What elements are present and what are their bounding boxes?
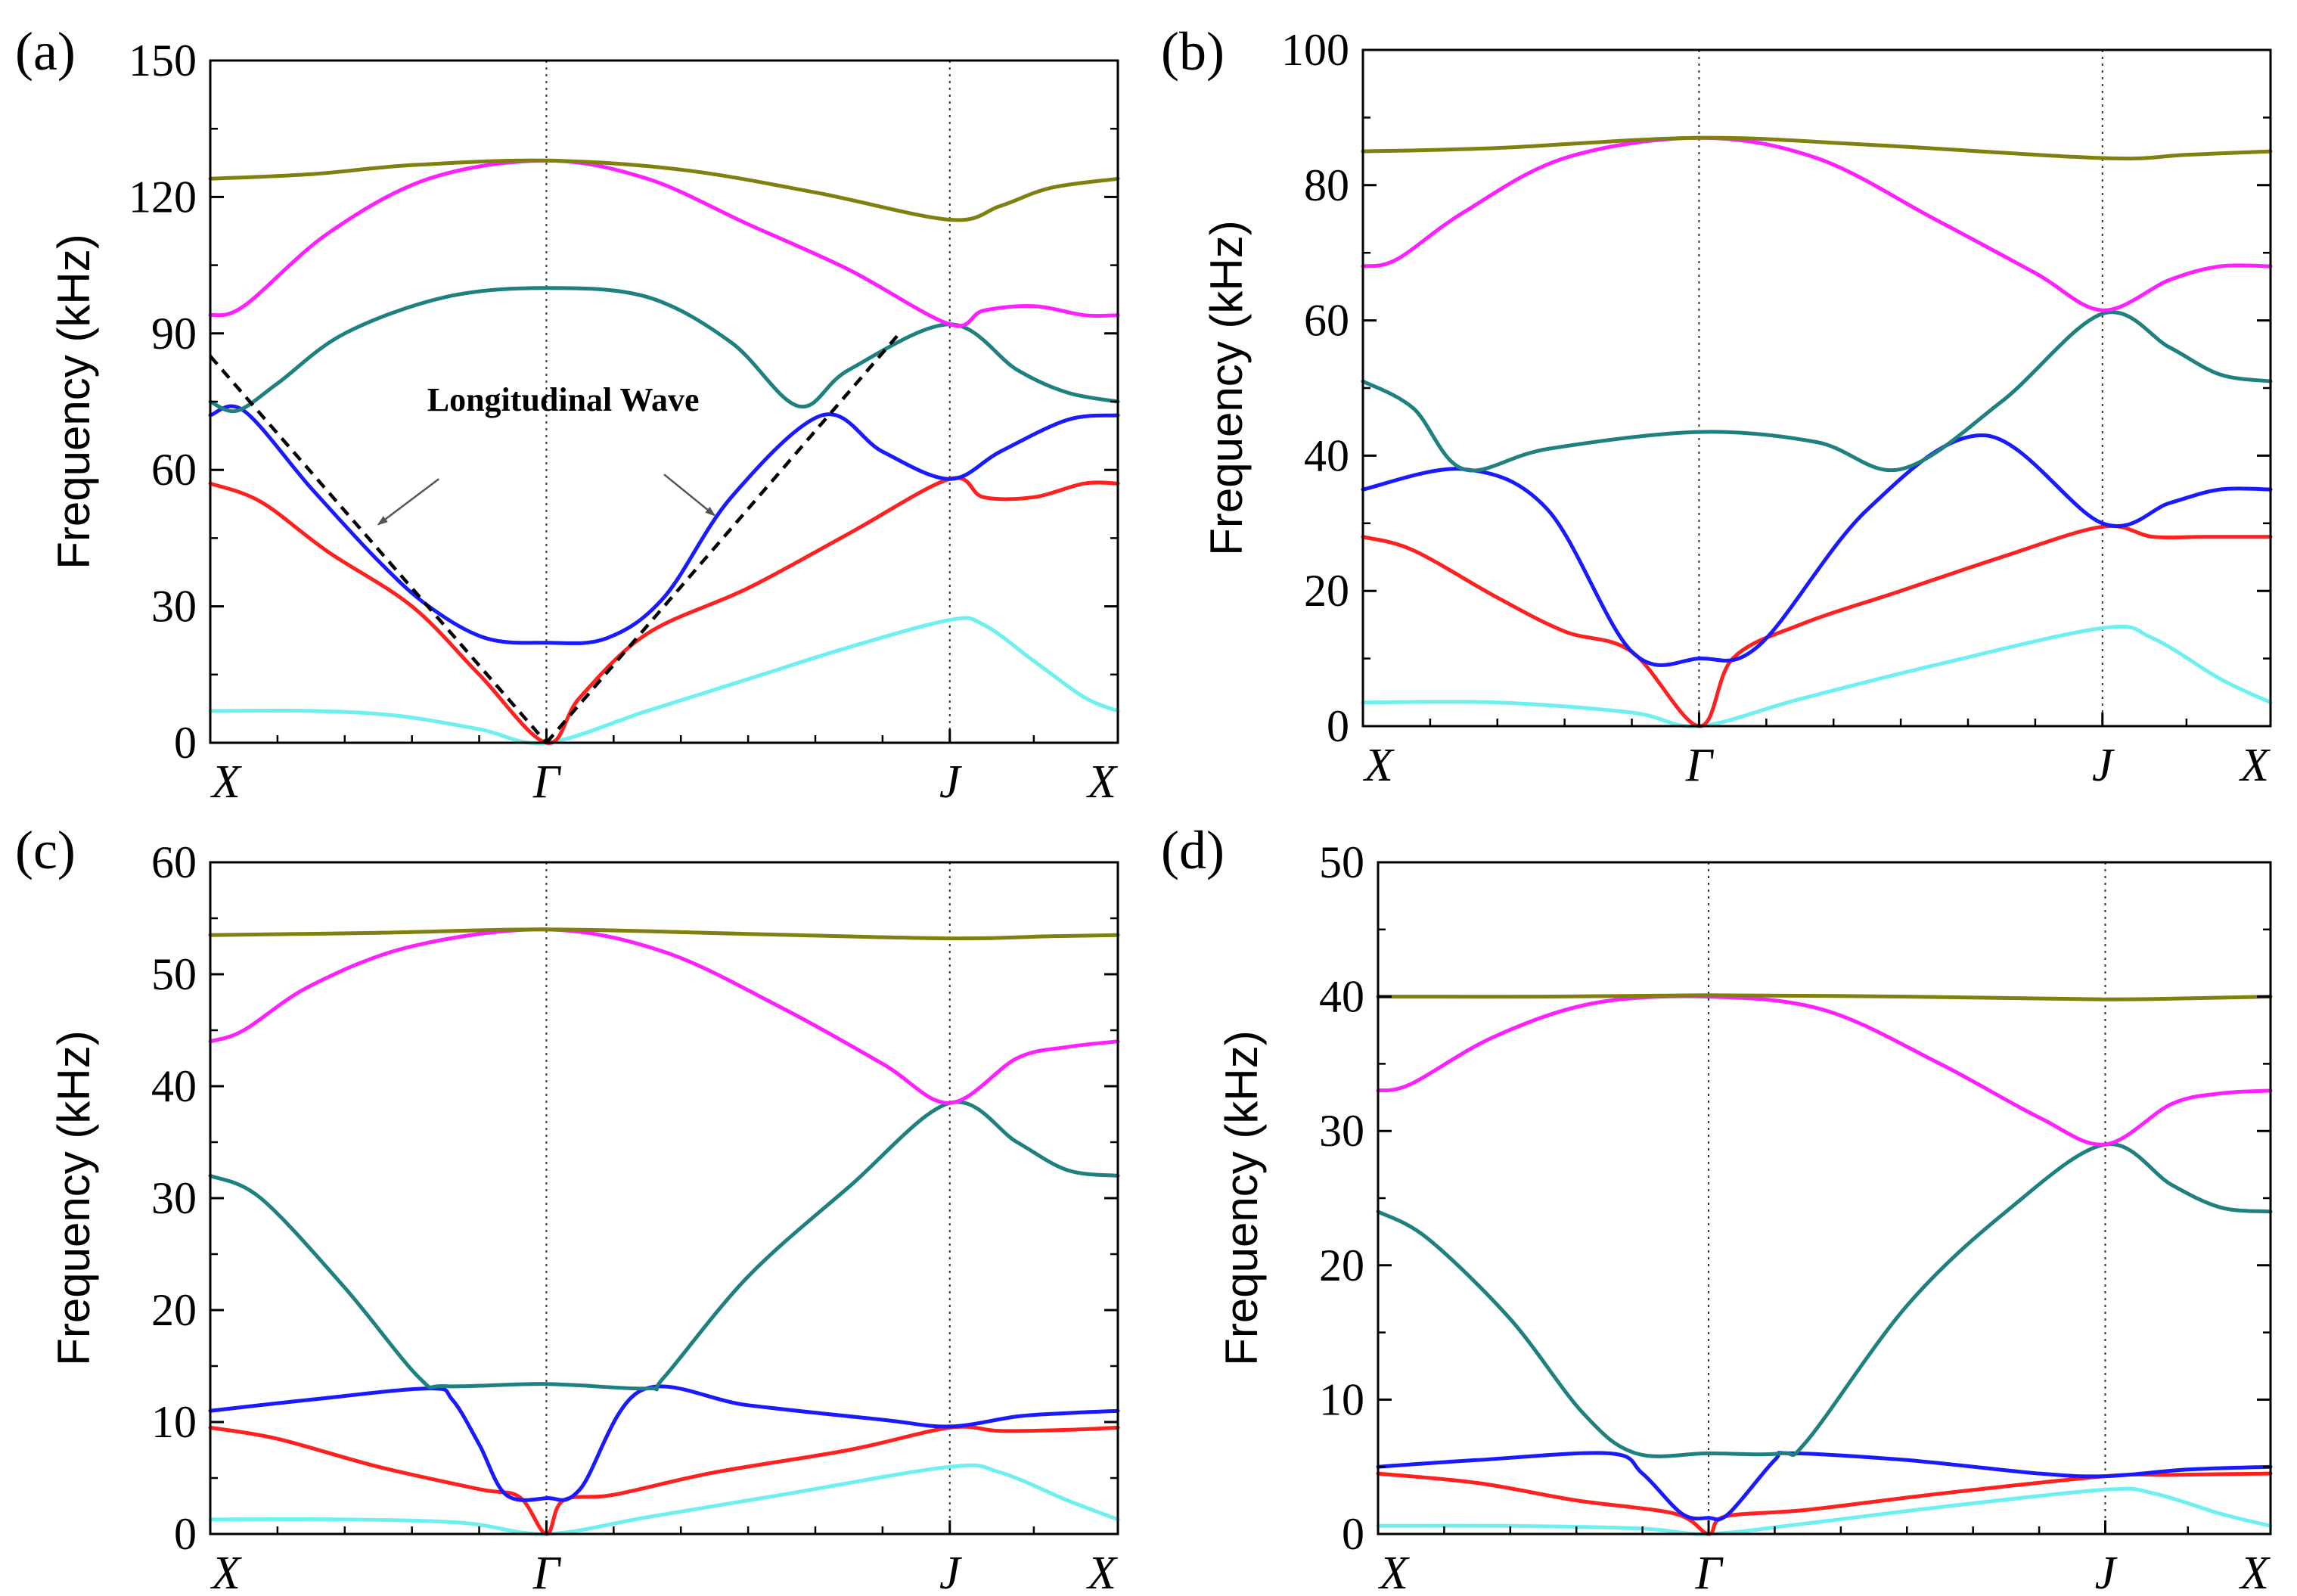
y-tick-label: 20 bbox=[1319, 1240, 1364, 1290]
y-tick-label: 90 bbox=[151, 309, 197, 359]
x-tick-label: Γ bbox=[532, 756, 562, 808]
x-tick-label: Γ bbox=[532, 1548, 562, 1596]
plot-frame bbox=[1361, 48, 2272, 728]
series-band-5 bbox=[208, 927, 1120, 1105]
y-tick-label: 0 bbox=[174, 718, 197, 768]
series-band-5 bbox=[1376, 994, 2273, 1147]
series-band-2 bbox=[208, 1424, 1120, 1536]
x-tick-label: J bbox=[2095, 1548, 2118, 1596]
y-tick-label: 60 bbox=[151, 837, 197, 887]
y-tick-label: 40 bbox=[1304, 430, 1349, 480]
longitudinal-guide-left bbox=[209, 355, 548, 744]
series-band-2 bbox=[1361, 524, 2273, 728]
series-band-6 bbox=[208, 927, 1120, 941]
series-band-6 bbox=[1376, 993, 2273, 1001]
annotation-arrow bbox=[663, 474, 716, 517]
y-axis-title: Frequency (kHz) bbox=[48, 234, 99, 569]
x-tick-label: X bbox=[2238, 740, 2271, 791]
x-tick-label: X bbox=[2238, 1548, 2271, 1596]
y-tick-label: 20 bbox=[151, 1285, 197, 1335]
series-band-5 bbox=[1361, 135, 2273, 312]
series-band-3 bbox=[208, 404, 1120, 645]
x-tick-label: J bbox=[939, 1548, 962, 1596]
series-band-2 bbox=[208, 476, 1120, 745]
series-band-3 bbox=[1376, 1451, 2273, 1522]
panel-label: (b) bbox=[1161, 21, 1225, 82]
x-tick-label: X bbox=[1085, 1548, 1118, 1596]
y-tick-label: 50 bbox=[1319, 837, 1364, 887]
series-band-1 bbox=[1376, 1486, 2273, 1536]
y-tick-label: 100 bbox=[1281, 25, 1349, 75]
series-band-6 bbox=[1361, 135, 2273, 161]
x-tick-label: Γ bbox=[1685, 740, 1715, 791]
y-tick-label: 60 bbox=[151, 445, 197, 495]
y-tick-label: 40 bbox=[151, 1061, 197, 1111]
y-tick-label: 40 bbox=[1319, 972, 1364, 1022]
x-tick-label: Γ bbox=[1694, 1548, 1724, 1596]
plot-frame bbox=[209, 861, 1119, 1535]
series-band-1 bbox=[208, 616, 1120, 746]
series-band-6 bbox=[208, 158, 1120, 222]
y-tick-label: 0 bbox=[1342, 1509, 1364, 1559]
panel-label: (d) bbox=[1161, 820, 1225, 880]
y-tick-label: 30 bbox=[1319, 1106, 1364, 1156]
y-tick-label: 30 bbox=[151, 582, 197, 632]
y-axis-title: Frequency (kHz) bbox=[1201, 220, 1252, 555]
panel-a: Longitudinal Wave 0 30 60 90 120 150 X Γ J X Freque… bbox=[15, 21, 1120, 808]
y-tick-label: 50 bbox=[151, 949, 197, 999]
plot-frame bbox=[1377, 861, 2272, 1535]
x-tick-label: X bbox=[1362, 740, 1395, 791]
x-tick-label: X bbox=[1377, 1548, 1410, 1596]
y-tick-label: 0 bbox=[174, 1509, 197, 1559]
annotation-label: Longitudinal Wave bbox=[427, 381, 700, 418]
panel-b: 0 20 40 60 80 100 X Γ J X Frequency (kHz) (b) bbox=[1161, 21, 2273, 791]
x-tick-label: J bbox=[2092, 740, 2115, 791]
series-band-3 bbox=[1361, 433, 2273, 667]
y-tick-label: 30 bbox=[151, 1173, 197, 1223]
panel-c: 0 10 20 30 40 50 60 X Γ J X Frequency (kHz) (c) bbox=[15, 820, 1120, 1596]
x-tick-label: X bbox=[210, 756, 242, 808]
panel-d: 0 10 20 30 40 50 X Γ J X Frequency (kHz) (d) bbox=[1161, 820, 2273, 1596]
y-axis-title: Frequency (kHz) bbox=[48, 1030, 99, 1365]
y-axis-title: Frequency (kHz) bbox=[1216, 1030, 1267, 1365]
y-tick-label: 20 bbox=[1304, 566, 1349, 616]
series-band-4 bbox=[1361, 310, 2273, 473]
y-tick-label: 150 bbox=[129, 36, 197, 85]
y-tick-label: 10 bbox=[151, 1397, 197, 1447]
panel-label: (a) bbox=[15, 21, 76, 82]
series-band-4 bbox=[1376, 1142, 2273, 1458]
series-band-1 bbox=[208, 1463, 1120, 1536]
series-band-1 bbox=[1361, 624, 2273, 728]
x-tick-label: J bbox=[939, 756, 962, 808]
y-tick-label: 60 bbox=[1304, 296, 1349, 346]
x-tick-label: X bbox=[1085, 756, 1118, 808]
annotation-arrow bbox=[377, 478, 439, 526]
series-band-5 bbox=[208, 158, 1120, 328]
panel-label: (c) bbox=[15, 820, 76, 880]
x-tick-label: X bbox=[210, 1548, 242, 1596]
series-band-4 bbox=[208, 286, 1120, 414]
series-band-4 bbox=[208, 1100, 1120, 1392]
y-tick-label: 10 bbox=[1319, 1374, 1364, 1424]
y-tick-label: 80 bbox=[1304, 160, 1349, 210]
y-tick-label: 0 bbox=[1327, 701, 1349, 751]
y-tick-label: 120 bbox=[129, 172, 197, 222]
